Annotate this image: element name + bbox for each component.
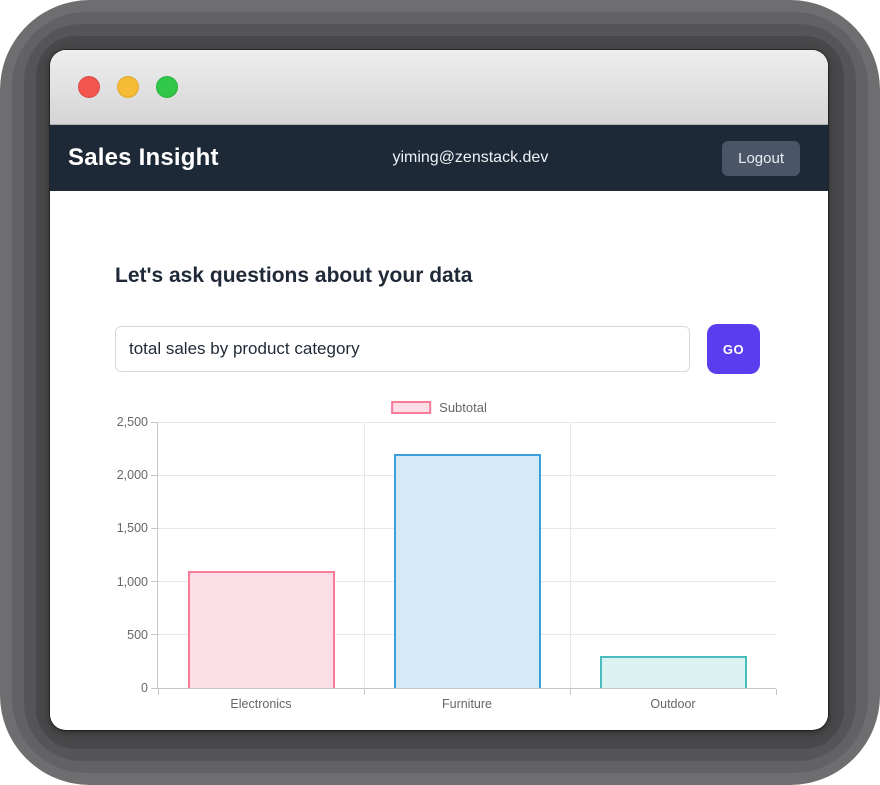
y-axis-tick-mark (151, 581, 157, 583)
logout-button[interactable]: Logout (722, 140, 800, 176)
x-axis-category-label: Furniture (441, 697, 493, 711)
x-axis-category-label: Outdoor (650, 697, 696, 711)
bar-electronics[interactable] (187, 571, 335, 688)
bar-furniture[interactable] (393, 454, 541, 688)
x-axis-category-label: Electronics (230, 697, 292, 711)
plot-area: 0 500 1,000 1,500 2,000 2,500 Electronics Furni… (117, 415, 777, 711)
gridline-horizontal (158, 421, 776, 423)
y-axis-tick-label: 1,500 (116, 521, 148, 536)
x-axis-tick-mark (775, 689, 777, 695)
go-button[interactable]: GO (707, 324, 760, 374)
y-axis-tick-label: 0 (141, 681, 148, 695)
y-axis-tick-mark (151, 474, 157, 476)
main-content: Let's ask questions about your data GO S… (50, 191, 828, 729)
y-axis-tick-label: 2,000 (116, 468, 148, 483)
question-input[interactable] (115, 326, 690, 372)
y-axis-tick-label: 2,500 (116, 415, 148, 429)
minimize-window-button[interactable] (117, 76, 139, 98)
bar-chart: Subtotal 0 500 1,000 1,500 2,000 2,500 Electro… (50, 396, 828, 718)
gridline-vertical (363, 422, 365, 688)
y-axis-tick-label: 1,000 (116, 574, 148, 589)
app-navbar: Sales Insight yiming@zenstack.dev Logout (50, 125, 828, 191)
window-titlebar (50, 50, 828, 125)
user-email: yiming@zenstack.dev (392, 149, 549, 166)
app-window: Sales Insight yiming@zenstack.dev Logout… (50, 50, 828, 730)
zoom-window-button[interactable] (156, 76, 178, 98)
y-axis-tick-mark (151, 634, 157, 636)
x-axis-tick-mark (157, 689, 159, 695)
x-axis-tick-mark (569, 689, 571, 695)
gridline-vertical (569, 422, 571, 688)
page-title: Let's ask questions about your data (115, 264, 473, 287)
query-row: GO (115, 324, 763, 374)
legend-swatch (391, 401, 432, 414)
app-title: Sales Insight (68, 144, 219, 171)
legend-label: Subtotal (439, 400, 487, 415)
close-window-button[interactable] (78, 76, 100, 98)
y-axis-tick-mark (151, 527, 157, 529)
x-axis-tick-mark (363, 689, 365, 695)
chart-legend[interactable]: Subtotal (391, 400, 487, 415)
y-axis-tick-label: 500 (127, 627, 148, 642)
y-axis-tick-mark (151, 687, 157, 689)
y-axis-tick-mark (151, 421, 157, 423)
bar-outdoor[interactable] (599, 656, 747, 688)
